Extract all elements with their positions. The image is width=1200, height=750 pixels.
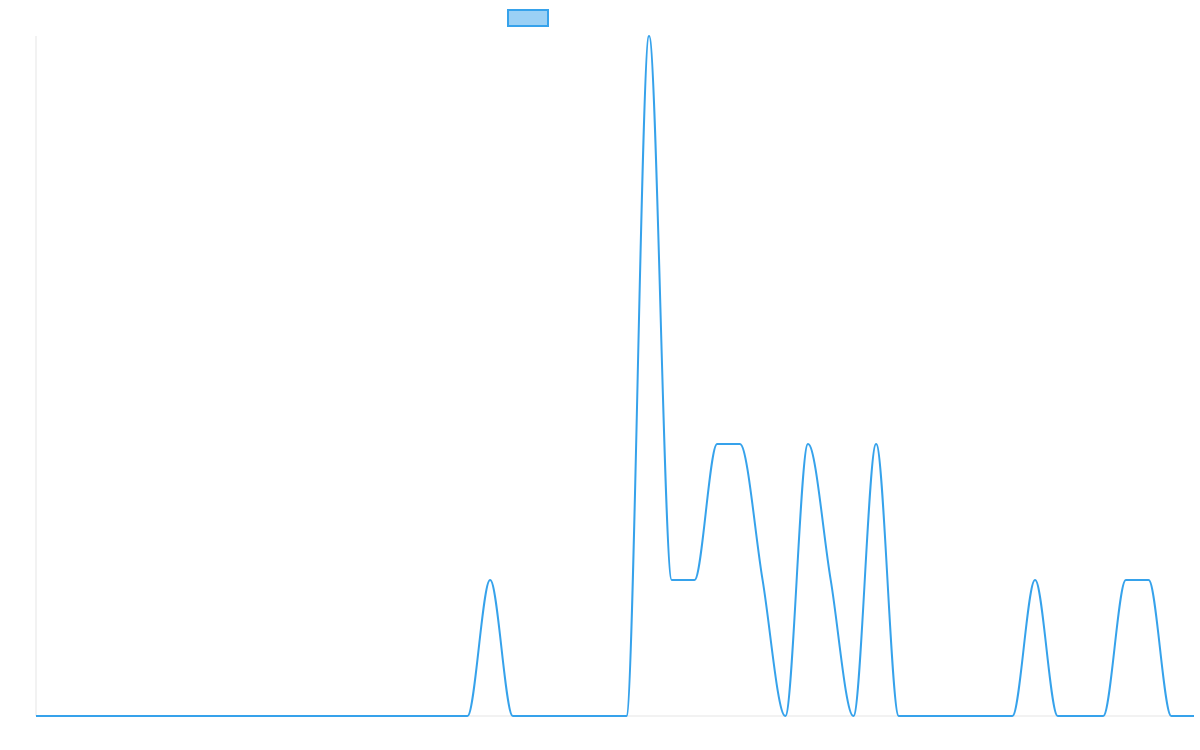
data-point[interactable] — [1054, 712, 1062, 720]
data-point[interactable] — [713, 440, 721, 448]
data-point[interactable] — [259, 712, 267, 720]
data-point[interactable] — [827, 576, 835, 584]
data-point[interactable] — [1145, 576, 1153, 584]
data-point[interactable] — [1167, 712, 1175, 720]
data-point[interactable] — [32, 712, 40, 720]
data-point[interactable] — [168, 712, 176, 720]
data-point[interactable] — [1122, 576, 1130, 584]
data-point[interactable] — [123, 712, 131, 720]
data-point[interactable] — [486, 576, 494, 584]
data-point[interactable] — [327, 712, 335, 720]
data-point[interactable] — [77, 712, 85, 720]
data-point[interactable] — [304, 712, 312, 720]
data-point[interactable] — [668, 576, 676, 584]
data-point[interactable] — [963, 712, 971, 720]
data-point[interactable] — [214, 712, 222, 720]
data-point[interactable] — [918, 712, 926, 720]
data-point[interactable] — [55, 712, 63, 720]
data-point[interactable] — [146, 712, 154, 720]
data-point[interactable] — [781, 712, 789, 720]
data-point[interactable] — [804, 440, 812, 448]
data-point[interactable] — [600, 712, 608, 720]
data-point[interactable] — [509, 712, 517, 720]
data-point[interactable] — [1008, 712, 1016, 720]
data-point[interactable] — [1076, 712, 1084, 720]
data-point[interactable] — [940, 712, 948, 720]
series-line — [36, 35, 1194, 717]
data-point[interactable] — [395, 712, 403, 720]
data-point[interactable] — [759, 576, 767, 584]
data-point[interactable] — [622, 712, 630, 720]
data-point[interactable] — [532, 712, 540, 720]
data-point[interactable] — [100, 712, 108, 720]
data-point[interactable] — [1031, 576, 1039, 584]
data-point[interactable] — [736, 440, 744, 448]
chart-axes — [35, 36, 1194, 717]
data-point[interactable] — [463, 712, 471, 720]
data-point[interactable] — [895, 712, 903, 720]
data-point[interactable] — [350, 712, 358, 720]
series-group — [32, 32, 1198, 720]
data-point[interactable] — [373, 712, 381, 720]
data-point[interactable] — [282, 712, 290, 720]
data-point[interactable] — [441, 712, 449, 720]
legend[interactable] — [507, 9, 549, 27]
data-point[interactable] — [872, 440, 880, 448]
data-point[interactable] — [1190, 712, 1198, 720]
data-point[interactable] — [849, 712, 857, 720]
data-point[interactable] — [418, 712, 426, 720]
data-point[interactable] — [645, 32, 653, 40]
data-point[interactable] — [986, 712, 994, 720]
data-point[interactable] — [577, 712, 585, 720]
data-point[interactable] — [1099, 712, 1107, 720]
legend-swatch[interactable] — [507, 9, 549, 27]
data-point[interactable] — [236, 712, 244, 720]
data-point[interactable] — [690, 576, 698, 584]
data-point[interactable] — [191, 712, 199, 720]
data-point[interactable] — [554, 712, 562, 720]
